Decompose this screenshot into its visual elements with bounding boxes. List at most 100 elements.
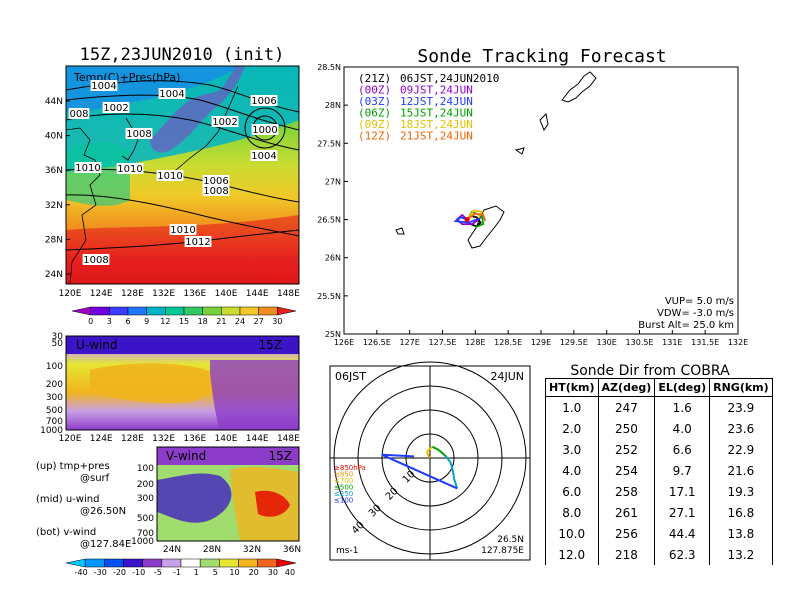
- legend-up-sub: @surf: [80, 473, 110, 484]
- track-legend-run: (00Z): [358, 84, 391, 97]
- v-y-tick: 1000: [131, 537, 154, 547]
- v-x-tick: 24N: [163, 545, 181, 555]
- isobar-label: 1010: [170, 225, 195, 236]
- sonde-table-row: 6.0 258 17.1 19.3: [545, 481, 773, 502]
- temp-colorbar-swatch: [277, 306, 297, 316]
- track-legend-time: 12JST,24JUN: [400, 95, 473, 108]
- polar-legend-item: ≤100: [334, 497, 353, 505]
- isobar-label-bg: [74, 162, 102, 173]
- sonde-table-cell: 258: [597, 481, 656, 502]
- sonde-table-cell: 27.1: [654, 502, 711, 523]
- map-lat-tick: 24N: [45, 270, 63, 280]
- hodograph-segment: [381, 453, 415, 458]
- polar-lon: 127.875E: [481, 546, 524, 556]
- sonde-table-cell: 261: [597, 502, 656, 523]
- track-x-tick: 126.5E: [363, 338, 391, 347]
- track-legend-run: (09Z): [358, 118, 391, 131]
- wind-colorbar-tick: 30: [268, 568, 278, 577]
- wind-colorbar-swatch: [84, 558, 105, 568]
- temp-colorbar-swatch: [165, 306, 185, 316]
- map-lat-tick: 32N: [45, 201, 63, 211]
- isobar-label: 1008: [83, 255, 108, 266]
- wind-colorbar-tick: 5: [213, 568, 218, 577]
- header-az: AZ(deg): [597, 378, 656, 397]
- track-y-tick: 27.5N: [317, 139, 341, 148]
- temp-colorbar-swatch: [239, 306, 259, 316]
- sonde-table-row: 3.0 252 6.6 22.9: [545, 439, 773, 460]
- map-lat-tick: 40N: [45, 132, 63, 142]
- temp-colorbar-swatch: [146, 306, 166, 316]
- isobar-label: 1002: [103, 103, 128, 114]
- u-x-tick: 144E: [246, 434, 269, 444]
- hodograph-segment: [445, 455, 452, 464]
- u-x-tick: 136E: [183, 434, 206, 444]
- u-x-tick: 124E: [90, 434, 113, 444]
- sonde-table-cell: 3.0: [545, 439, 599, 460]
- legend-mid-sub: @26.50N: [80, 506, 126, 517]
- wind-colorbar-swatch: [161, 558, 182, 568]
- map-lon-tick: 128E: [121, 289, 144, 299]
- temp-colorbar-swatch: [127, 306, 147, 316]
- sonde-table-row: 1.0 247 1.6 23.9: [545, 396, 773, 418]
- isobar-label-bg: [202, 175, 230, 186]
- v-x-tick: 36N: [283, 545, 301, 555]
- wind-colorbar-tick: -10: [132, 568, 145, 577]
- legend-up: (up) tmp+pres: [36, 461, 110, 472]
- sonde-table: HT(km) AZ(deg) EL(deg) RNG(km) 1.0 247 1.6…: [545, 378, 773, 565]
- legend-mid: (mid) u-wind: [36, 494, 99, 505]
- isobar-label-bg: [116, 163, 144, 174]
- wind-colorbar-tick: 1: [194, 568, 199, 577]
- sonde-table-cell: 218: [597, 544, 656, 565]
- v-y-tick: 700: [137, 529, 154, 539]
- temp-colorbar-tick: 3: [107, 317, 112, 326]
- isobar-label-bg: [169, 224, 197, 235]
- sonde-table-cell: 252: [597, 439, 656, 460]
- u-x-tick: 128E: [121, 434, 144, 444]
- annotation-vup: VUP= 5.0 m/s: [665, 296, 734, 307]
- v-x-tick: 28N: [203, 545, 221, 555]
- track-title: Sonde Tracking Forecast: [417, 46, 666, 67]
- isobar-label-bg: [184, 236, 212, 247]
- isobar-label-bg: [251, 124, 279, 135]
- header-el: EL(deg): [654, 378, 711, 397]
- wind-colorbar-tick: 20: [249, 568, 259, 577]
- temp-colorbar-swatch: [90, 306, 110, 316]
- temp-colorbar-tick: 0: [88, 317, 93, 326]
- u-y-tick: 1000: [40, 426, 63, 436]
- temp-colorbar-tick: 24: [235, 317, 245, 326]
- track-y-tick: 26N: [325, 254, 341, 263]
- wind-colorbar-swatch: [142, 558, 163, 568]
- map-lat-tick: 36N: [45, 166, 63, 176]
- track-y-tick: 28.5N: [317, 63, 341, 72]
- sonde-table-cell: 6.0: [545, 481, 599, 502]
- isobar-label: 1008: [203, 186, 228, 197]
- isobar-label: 1004: [91, 81, 116, 92]
- map-panel: 15Z,23JUN2010 (init): [45, 45, 300, 326]
- sonde-table-cell: 9.7: [654, 460, 711, 481]
- sonde-table-cell: 2.0: [545, 418, 599, 439]
- sonde-table-cell: 256: [597, 523, 656, 544]
- wind-colorbar-tick: -40: [75, 568, 88, 577]
- sonde-table-cell: 23.6: [709, 418, 773, 439]
- track-legend-run: (12Z): [358, 130, 391, 143]
- polar-lat: 26.5N: [497, 535, 524, 545]
- map-lon-tick: 148E: [277, 289, 300, 299]
- u-wind-label: U-wind: [76, 338, 117, 352]
- hodograph-segment: [431, 445, 440, 451]
- sonde-table-row: 2.0 250 4.0 23.6: [545, 418, 773, 439]
- temp-colorbar-swatch: [221, 306, 241, 316]
- isobar-label: 1004: [159, 89, 184, 100]
- temp-colorbar-swatch: [202, 306, 222, 316]
- hodograph-segment: [425, 451, 430, 456]
- wind-colorbar-swatch: [257, 558, 278, 568]
- isobar-label-bg: [156, 170, 184, 181]
- map-lon-tick: 136E: [183, 289, 206, 299]
- polar-legend-item: ≤250: [334, 490, 353, 498]
- track-x-tick: 130E: [597, 338, 617, 347]
- sonde-table-cell: 1.6: [654, 396, 711, 418]
- polar-legend-item: ≤850: [334, 471, 353, 479]
- wind-colorbar-swatch: [104, 558, 124, 568]
- isobar-label-bg: [82, 254, 110, 265]
